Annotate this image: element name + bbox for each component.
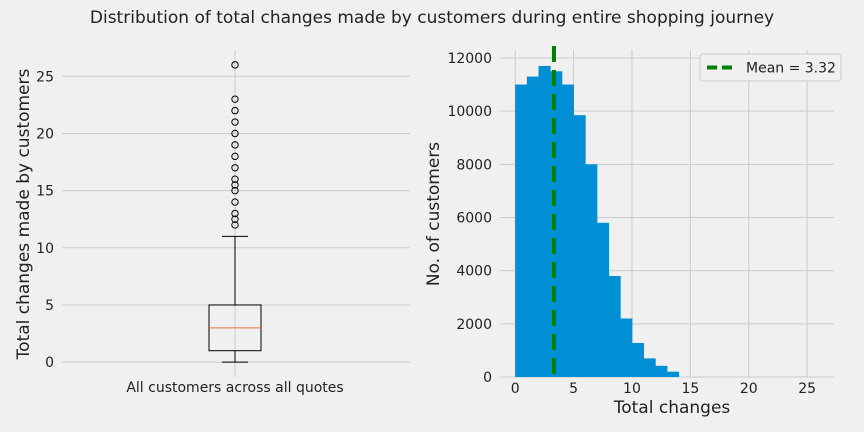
histogram-x-ticks: 0 5 10 15 20 25 (511, 381, 816, 397)
legend: Mean = 3.32 (699, 53, 842, 82)
boxplot-y-ticks: 0 5 10 15 20 25 (36, 69, 54, 371)
histogram-y-tick-label: 8000 (456, 157, 492, 173)
outlier-point (231, 61, 239, 69)
histogram-x-tick-label: 0 (511, 381, 520, 397)
histogram-y-tick-label: 10000 (447, 104, 492, 120)
histogram-x-tick-label: 20 (740, 381, 758, 397)
boxplot-x-label: All customers across all quotes (126, 380, 343, 396)
boxplot-y-tick-label: 0 (45, 355, 54, 371)
legend-frame (699, 53, 842, 82)
outlier-point (231, 209, 239, 218)
outlier-point (231, 118, 239, 126)
histogram-bar (585, 164, 598, 377)
outlier-point (231, 164, 239, 172)
histogram-x-tick-label: 15 (681, 381, 699, 397)
histogram-x-tick-label: 5 (569, 381, 578, 397)
histogram-bar (643, 358, 656, 377)
outlier-point (231, 221, 239, 229)
histogram-y-label: No. of customers (424, 142, 444, 286)
boxplot-gridlines (62, 50, 410, 377)
histogram-bar (655, 365, 668, 377)
histogram-bar (667, 371, 680, 377)
histogram-x-label: Total changes (613, 398, 731, 418)
histogram-bar (515, 84, 528, 377)
histogram-bars (515, 65, 680, 378)
outlier-point (231, 95, 239, 103)
histogram-bar (573, 115, 586, 377)
outlier-point (231, 129, 239, 138)
histogram-y-tick-label: 12000 (447, 51, 492, 67)
outlier-point (231, 106, 239, 115)
histogram-x-tick-label: 10 (623, 381, 641, 397)
histogram-y-tick-label: 0 (483, 370, 492, 386)
boxplot-panel: 0 5 10 15 20 25 All customers across all quot… (14, 50, 410, 396)
boxplot-marks (208, 61, 262, 363)
boxplot-y-tick-label: 20 (36, 126, 54, 142)
outlier-point (231, 186, 239, 195)
outlier-point (231, 181, 239, 189)
outlier-point (231, 215, 239, 223)
histogram-panel: 0 2000 4000 6000 8000 10000 12000 0 5 10 15 20 25 T… (424, 46, 842, 418)
histogram-x-tick-label: 25 (798, 381, 816, 397)
histogram-bar (526, 76, 539, 378)
histogram-y-tick-label: 6000 (456, 210, 492, 226)
histogram-bar (620, 318, 633, 377)
boxplot-y-tick-label: 15 (36, 184, 54, 200)
outlier-point (231, 198, 239, 206)
boxplot-y-tick-label: 5 (45, 298, 54, 314)
histogram-bar (631, 342, 645, 377)
histogram-bar (596, 222, 610, 377)
outlier-point (231, 152, 239, 161)
histogram-bar (561, 84, 574, 377)
histogram-bar (608, 275, 621, 377)
outlier-point (231, 141, 239, 149)
histogram-y-tick-label: 2000 (456, 317, 492, 333)
outlier-point (231, 175, 239, 183)
legend-label-mean: Mean = 3.32 (746, 61, 836, 77)
histogram-y-tick-label: 4000 (456, 264, 492, 280)
boxplot-y-label: Total changes made by customers (14, 68, 34, 360)
histogram-y-ticks: 0 2000 4000 6000 8000 10000 12000 (447, 51, 492, 386)
boxplot-y-tick-label: 10 (36, 241, 54, 257)
figure-title: Distribution of total changes made by cu… (90, 8, 774, 28)
boxplot-y-tick-label: 25 (36, 69, 54, 85)
histogram-bar (538, 65, 551, 377)
